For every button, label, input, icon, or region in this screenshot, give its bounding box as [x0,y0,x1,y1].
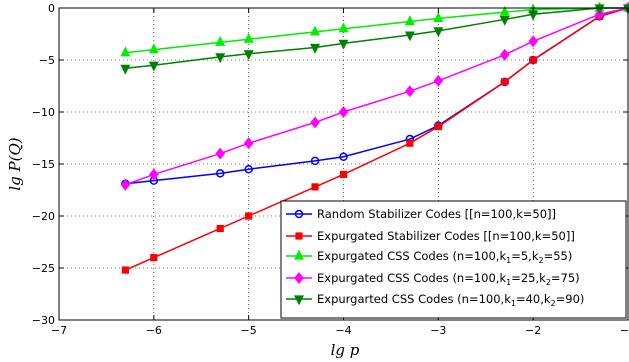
x-tick-label: −3 [430,324,446,337]
x-tick-label: −4 [335,324,351,337]
series-line [125,7,628,70]
y-tick-label: −15 [32,158,55,171]
data-point [311,183,319,191]
data-point [245,212,253,220]
data-point [433,12,444,22]
y-axis-label: lg P(Q) [6,137,24,190]
series-5 [120,4,629,75]
data-point [243,32,254,43]
data-point [215,35,226,46]
data-point [121,266,129,274]
x-tick-label: −6 [146,324,162,337]
series-line [125,7,629,186]
x-tick-label: −7 [51,324,67,337]
data-point [216,224,224,233]
data-point [120,64,131,75]
legend-marker [294,249,304,260]
data-point [310,156,320,166]
data-point [244,164,253,174]
legend-label: Random Stabilizer Codes [[n=100,k=50]] [317,207,556,221]
data-point [243,50,254,61]
data-point [433,27,444,38]
legend-entry: Expurgated CSS Codes (n=100,k1=25,k2=75) [286,271,580,287]
y-tick-label: 0 [48,2,55,15]
axis-ticks: −7−6−5−4−3−2−10−5−10−15−20−25−30 [32,2,629,337]
data-point [338,22,349,33]
data-point [215,53,226,64]
data-point [406,139,414,147]
x-tick-label: −5 [241,324,257,337]
data-point [338,39,349,50]
series-group [120,1,629,274]
y-tick-label: −20 [32,210,55,223]
y-tick-label: −5 [39,54,55,67]
data-point [433,74,444,87]
data-point [339,170,348,178]
legend-marker [294,272,304,284]
data-point [404,15,415,26]
data-point [120,46,131,57]
legend-entry: Random Stabilizer Codes [[n=100,k=50]] [286,207,556,221]
legend-entry: Expurgated CSS Codes (n=100,k1=5,k2=55) [286,249,572,265]
legend-label: Expurgated Stabilizer Codes [[n=100,k=50… [317,229,575,243]
legend: Random Stabilizer Codes [[n=100,k=50]] Ex… [280,200,627,319]
data-point [148,61,159,72]
legend-entry: Expurgated Stabilizer Codes [[n=100,k=50… [286,229,575,243]
data-point [215,147,225,160]
legend-label: Expurgated CSS Codes (n=100,k1=5,k2=55) [317,249,572,265]
data-point [499,5,510,16]
data-point [594,4,605,15]
legend-label: Expurgarted CSS Codes (n=100,k1=40,k2=90… [317,292,584,308]
legend-marker [295,232,303,240]
legend-marker [294,209,304,219]
data-point [150,254,158,262]
data-point [529,56,537,64]
x-axis-label: lg p [331,341,360,359]
legend-label: Expurgated CSS Codes (n=100,k1=25,k2=75) [317,271,580,287]
data-point [339,152,348,161]
data-point [405,85,415,98]
data-point [243,137,254,150]
data-point [120,178,131,191]
data-point [310,25,321,36]
y-tick-label: −25 [32,262,55,275]
series-line [125,7,628,54]
data-point [215,169,225,178]
legend-entry: Expurgarted CSS Codes (n=100,k1=40,k2=90… [286,292,584,308]
x-tick-label: −2 [525,324,541,337]
data-point [528,35,538,48]
data-point [501,78,509,86]
data-point [148,43,159,54]
data-point [499,15,510,26]
data-point [338,106,349,118]
y-tick-label: −30 [32,314,55,327]
data-point [149,168,159,181]
data-point [404,31,415,42]
x-tick-label: −1 [620,324,629,337]
data-point [310,43,321,54]
legend-marker [294,295,304,306]
legend-box [280,200,627,319]
data-point [310,116,320,129]
y-tick-label: −10 [32,106,55,119]
series-line [125,7,629,271]
data-point [499,48,510,61]
data-point [434,122,442,131]
